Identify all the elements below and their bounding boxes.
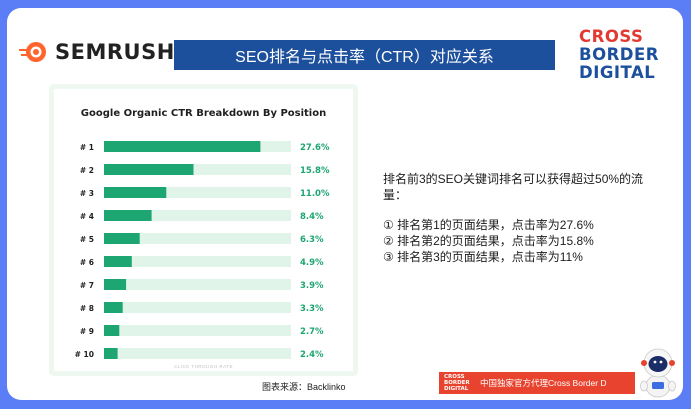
description-item-2: ② 排名第2的页面结果，点击率为15.8% bbox=[383, 234, 594, 248]
slide-title: SEO排名与点击率（CTR）对应关系 bbox=[235, 49, 494, 66]
partner-logo-line-3: DIGITAL bbox=[579, 63, 656, 82]
bar-track bbox=[104, 187, 291, 198]
footer-banner: CROSS BORDER DIGITAL 中国独家官方代理Cross Borde… bbox=[439, 372, 635, 394]
bar bbox=[104, 210, 152, 221]
bar-value-label: 3.3% bbox=[300, 304, 324, 314]
bar-value-label: 2.4% bbox=[300, 350, 324, 360]
brand-name: SEMRUSH bbox=[55, 40, 175, 64]
chart-source-caption: 图表来源：Backlinko bbox=[262, 382, 346, 392]
bar bbox=[104, 256, 132, 267]
ctr-bar-chart: # 1 27.6% # 2 15.8% # 3 11.0% # 4 8.4% # 5 6.3% # … bbox=[75, 141, 330, 360]
partner-logo-line-2: BORDER bbox=[579, 45, 659, 64]
category-label: # 5 bbox=[80, 235, 94, 244]
bar bbox=[104, 233, 140, 244]
category-label: # 4 bbox=[80, 212, 94, 221]
bar-value-label: 2.7% bbox=[300, 327, 324, 337]
footer-logo-line-1: CROSS bbox=[444, 374, 465, 380]
cross-border-digital-logo: CROSS BORDER DIGITAL bbox=[579, 28, 659, 82]
description-list: ① 排名第1的页面结果，点击率为27.6% ② 排名第2的页面结果，点击率为15… bbox=[383, 217, 653, 265]
category-label: # 9 bbox=[80, 327, 94, 336]
chart-panel: Google Organic CTR Breakdown By Position… bbox=[54, 89, 353, 371]
footer-logo-line-3: DIGITAL bbox=[444, 386, 469, 392]
description-block: 排名前3的SEO关键词排名可以获得超过50%的流量： ① 排名第1的页面结果，点… bbox=[383, 171, 653, 265]
bar bbox=[104, 348, 118, 359]
bar bbox=[104, 279, 127, 290]
bar-track bbox=[104, 164, 291, 175]
footer-logo-line-2: BORDER bbox=[444, 380, 470, 386]
category-label: # 1 bbox=[80, 143, 94, 152]
category-label: # 7 bbox=[80, 281, 94, 290]
slide: SEMRUSH SEO排名与点击率（CTR）对应关系 CROSS BORDER … bbox=[7, 8, 683, 400]
bar-value-label: 27.6% bbox=[300, 143, 330, 153]
description-intro: 排名前3的SEO关键词排名可以获得超过50%的流量： bbox=[383, 172, 644, 202]
category-label: # 3 bbox=[80, 189, 94, 198]
bar-track bbox=[104, 302, 291, 313]
description-item-3: ③ 排名第3的页面结果，点击率为11% bbox=[383, 250, 583, 264]
category-label: # 6 bbox=[80, 258, 94, 267]
partner-logo-line-1: CROSS bbox=[579, 27, 644, 46]
bar bbox=[104, 187, 167, 198]
category-label: # 2 bbox=[80, 166, 94, 175]
bar-track bbox=[104, 233, 291, 244]
bar-value-label: 8.4% bbox=[300, 212, 324, 222]
category-label: # 8 bbox=[80, 304, 94, 313]
bar bbox=[104, 302, 123, 313]
bar bbox=[104, 141, 261, 152]
bar-track bbox=[104, 348, 291, 359]
bar-track bbox=[104, 256, 291, 267]
bar-value-label: 6.3% bbox=[300, 235, 324, 245]
astronaut-mascot-icon bbox=[640, 348, 676, 398]
semrush-flame-icon bbox=[19, 42, 46, 62]
category-label: # 10 bbox=[75, 350, 94, 359]
bar-track bbox=[104, 325, 291, 336]
chart-title: Google Organic CTR Breakdown By Position bbox=[80, 108, 327, 119]
bar-track bbox=[104, 210, 291, 221]
bar-value-label: 3.9% bbox=[300, 281, 324, 291]
chart-card: Google Organic CTR Breakdown By Position… bbox=[49, 84, 358, 376]
slide-title-bar: SEO排名与点击率（CTR）对应关系 bbox=[174, 40, 555, 70]
description-item-1: ① 排名第1的页面结果，点击率为27.6% bbox=[383, 218, 594, 232]
bar-value-label: 15.8% bbox=[300, 166, 330, 176]
semrush-logo: SEMRUSH bbox=[19, 40, 175, 64]
bar-value-label: 4.9% bbox=[300, 258, 324, 268]
bar bbox=[104, 325, 120, 336]
bar-value-label: 11.0% bbox=[300, 189, 330, 199]
footer-logo: CROSS BORDER DIGITAL bbox=[444, 374, 470, 392]
bar-track bbox=[104, 279, 291, 290]
footer-text: 中国独家官方代理Cross Border D bbox=[480, 378, 607, 388]
x-axis-label: CLICK THROUGH RATE bbox=[173, 364, 234, 369]
bar bbox=[104, 164, 194, 175]
